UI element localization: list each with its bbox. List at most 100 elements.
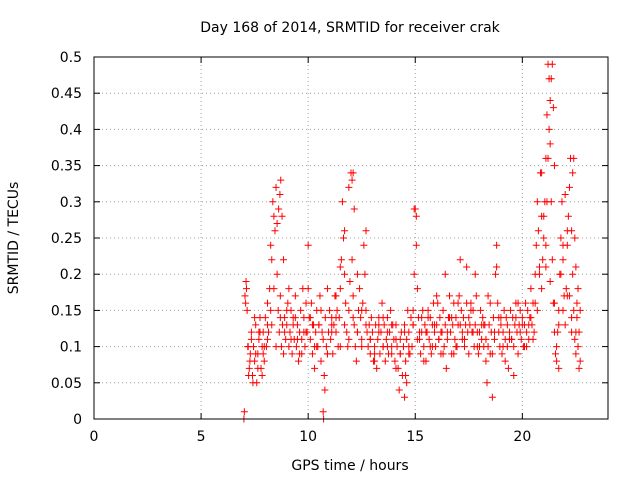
data-point xyxy=(479,314,487,322)
data-point xyxy=(482,357,490,365)
data-point xyxy=(477,306,485,314)
y-tick-label: 0.3 xyxy=(60,195,82,211)
x-tick-label: 10 xyxy=(299,429,317,445)
data-point xyxy=(252,321,260,329)
data-point xyxy=(413,285,421,293)
data-point xyxy=(574,343,582,351)
data-point xyxy=(284,299,292,307)
data-point xyxy=(341,270,349,278)
data-point xyxy=(242,285,250,293)
data-point xyxy=(371,357,379,365)
data-point xyxy=(529,335,537,343)
data-point xyxy=(291,314,299,322)
data-point xyxy=(498,350,506,358)
data-point xyxy=(403,335,411,343)
data-point xyxy=(446,292,454,300)
y-tick-label: 0.5 xyxy=(60,50,82,66)
data-point xyxy=(307,299,315,307)
data-point xyxy=(443,335,451,343)
data-point xyxy=(544,154,552,162)
data-point xyxy=(545,125,553,133)
data-point xyxy=(465,350,473,358)
data-point xyxy=(321,314,329,322)
x-axis-title: GPS time / hours xyxy=(291,458,408,474)
data-point xyxy=(392,364,400,372)
data-point xyxy=(527,285,535,293)
data-point xyxy=(504,364,512,372)
data-point xyxy=(405,350,413,358)
data-point xyxy=(280,350,288,358)
data-point xyxy=(251,314,259,322)
data-point xyxy=(533,198,541,206)
data-point xyxy=(424,314,432,322)
data-point xyxy=(317,306,325,314)
data-point xyxy=(410,205,418,213)
data-point xyxy=(425,335,433,343)
y-tick-label: 0.25 xyxy=(51,231,82,247)
y-tick-label: 0.1 xyxy=(60,340,82,356)
data-point xyxy=(531,299,539,307)
data-point xyxy=(349,292,357,300)
data-point xyxy=(478,321,486,329)
data-point xyxy=(289,321,297,329)
data-point xyxy=(456,321,464,329)
data-point xyxy=(490,328,498,336)
data-point xyxy=(276,314,284,322)
data-point xyxy=(488,393,496,401)
data-point xyxy=(469,328,477,336)
data-point xyxy=(332,292,340,300)
data-point xyxy=(535,263,543,271)
data-point xyxy=(547,75,555,83)
data-point xyxy=(277,176,285,184)
data-point xyxy=(436,314,444,322)
data-point xyxy=(497,321,505,329)
data-point xyxy=(356,285,364,293)
data-point xyxy=(512,314,520,322)
y-tick-label: 0.45 xyxy=(51,86,82,102)
data-point xyxy=(391,357,399,365)
x-axis: 0 5 10 15 20 xyxy=(90,57,531,445)
data-point xyxy=(395,386,403,394)
data-point xyxy=(345,306,353,314)
data-point xyxy=(345,183,353,191)
data-point xyxy=(319,408,327,416)
data-point xyxy=(471,270,479,278)
data-point xyxy=(273,270,281,278)
data-point xyxy=(260,357,268,365)
data-point xyxy=(457,306,465,314)
data-point xyxy=(255,335,263,343)
data-point xyxy=(346,277,354,285)
data-point xyxy=(441,321,449,329)
data-point xyxy=(291,292,299,300)
data-point xyxy=(507,306,515,314)
data-point xyxy=(503,321,511,329)
data-point xyxy=(247,335,255,343)
data-point xyxy=(349,169,357,177)
data-point xyxy=(484,343,492,351)
data-point xyxy=(568,314,576,322)
data-point xyxy=(388,321,396,329)
data-point xyxy=(304,241,312,249)
data-point xyxy=(422,328,430,336)
data-point xyxy=(437,328,445,336)
data-point xyxy=(345,335,353,343)
data-point xyxy=(493,263,501,271)
data-point xyxy=(392,335,400,343)
data-point xyxy=(270,212,278,220)
data-point xyxy=(350,205,358,213)
data-point xyxy=(353,328,361,336)
data-point xyxy=(396,350,404,358)
data-point xyxy=(424,306,432,314)
data-point xyxy=(301,343,309,351)
data-point xyxy=(374,335,382,343)
data-point xyxy=(327,335,335,343)
data-point xyxy=(416,328,424,336)
data-point xyxy=(563,292,571,300)
data-point xyxy=(494,299,502,307)
data-point xyxy=(540,234,548,242)
data-point xyxy=(456,256,464,264)
data-point xyxy=(244,343,252,351)
data-point xyxy=(240,408,248,416)
y-tick-label: 0.4 xyxy=(60,122,82,138)
data-point xyxy=(522,299,530,307)
